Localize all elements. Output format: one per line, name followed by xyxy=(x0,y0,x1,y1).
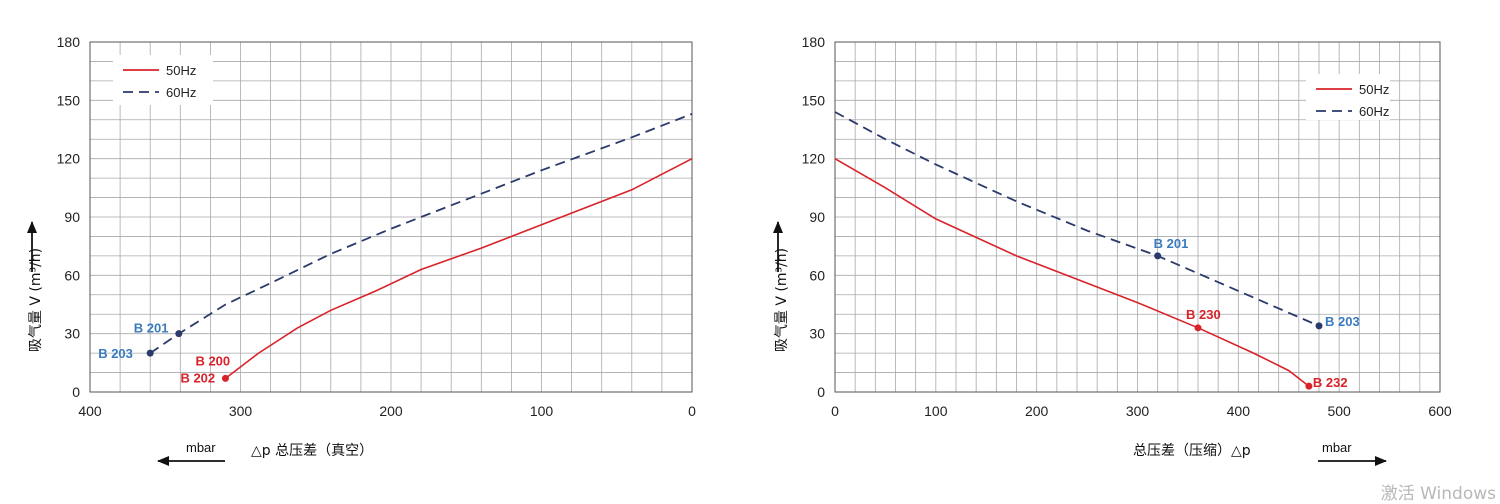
point-marker xyxy=(1305,382,1313,390)
point-label-b203: B 203 xyxy=(98,346,133,361)
legend-label-50hz: 50Hz xyxy=(1359,82,1389,97)
x-tick-label: 200 xyxy=(1025,403,1049,419)
x-axis-unit: mbar xyxy=(1322,440,1352,455)
y-tick-label: 90 xyxy=(64,209,80,225)
point-label-b201: B 201 xyxy=(1154,236,1189,251)
point-marker xyxy=(1315,322,1323,330)
plot-frame xyxy=(834,41,1441,393)
x-axis-label-text: 总压差（压缩） xyxy=(1133,443,1231,459)
grid xyxy=(89,41,693,393)
chart-1: 0 30 60 90 120 150 180 400 300 200 100 0 50Hz 60Hz B 2… xyxy=(27,34,696,466)
x-axis-label: △p 总压差（真空） xyxy=(251,443,373,459)
y-tick-label: 120 xyxy=(57,151,81,167)
y-tick-label: 30 xyxy=(809,326,825,342)
legend-box xyxy=(113,55,213,105)
series-line-60hz xyxy=(149,113,693,354)
legend-label-60hz: 60Hz xyxy=(1359,104,1389,119)
y-tick-label: 150 xyxy=(57,92,81,108)
x-tick-label: 400 xyxy=(78,403,102,419)
x-tick-label: 0 xyxy=(688,403,696,419)
series-line-50hz xyxy=(225,157,693,380)
chart-2: 0 30 60 90 120 150 180 0 100 200 300 400 500 600 50Hz 6… xyxy=(773,34,1452,466)
series-line-50hz xyxy=(834,158,1310,387)
point-marker xyxy=(1194,324,1202,332)
y-tick-label: 30 xyxy=(64,326,80,342)
point-label-b203: B 203 xyxy=(1325,314,1360,329)
x-tick-label: 600 xyxy=(1428,403,1452,419)
legend: 50Hz 60Hz xyxy=(113,55,213,105)
point-marker xyxy=(1154,252,1162,260)
point-marker xyxy=(175,330,183,338)
legend-label-60hz: 60Hz xyxy=(166,85,196,100)
y-tick-label: 60 xyxy=(809,267,825,283)
legend: 50Hz 60Hz xyxy=(1306,74,1390,120)
y-tick-label: 90 xyxy=(809,209,825,225)
y-axis-label: 吸气量 V (m³/h) xyxy=(28,248,44,352)
point-marker xyxy=(221,374,229,382)
x-axis-label-text: 总压差（真空） xyxy=(275,443,373,459)
x-tick-label: 500 xyxy=(1327,403,1351,419)
delta-p-symbol: △p xyxy=(1231,443,1251,459)
legend-box xyxy=(1306,74,1390,120)
x-tick-label: 200 xyxy=(379,403,403,419)
y-tick-label: 0 xyxy=(72,384,80,400)
x-tick-label: 300 xyxy=(1126,403,1150,419)
point-label-b201: B 201 xyxy=(134,321,169,336)
x-tick-label: 300 xyxy=(229,403,253,419)
series-line-60hz xyxy=(834,111,1320,327)
point-label-b202: B 202 xyxy=(180,370,215,385)
y-axis-label: 吸气量 V (m³/h) xyxy=(774,248,790,352)
y-tick-label: 120 xyxy=(802,151,826,167)
point-label-b200: B 200 xyxy=(195,353,230,368)
y-tick-label: 180 xyxy=(57,34,81,50)
x-tick-label: 0 xyxy=(831,403,839,419)
x-axis-label: 总压差（压缩）△p xyxy=(1133,443,1251,459)
x-tick-label: 100 xyxy=(530,403,554,419)
windows-activation-watermark: 激活 Windows xyxy=(1380,484,1496,504)
y-tick-label: 180 xyxy=(802,34,826,50)
plot-frame xyxy=(89,41,693,393)
y-tick-label: 60 xyxy=(64,267,80,283)
point-label-b232: B 232 xyxy=(1313,375,1348,390)
x-axis-unit: mbar xyxy=(186,440,216,455)
y-tick-label: 150 xyxy=(802,92,826,108)
point-marker xyxy=(146,349,154,357)
x-tick-label: 100 xyxy=(924,403,948,419)
delta-p-symbol: △p xyxy=(251,443,275,459)
legend-label-50hz: 50Hz xyxy=(166,63,196,78)
point-label-b230: B 230 xyxy=(1186,307,1221,322)
x-tick-label: 400 xyxy=(1227,403,1251,419)
y-tick-label: 0 xyxy=(817,384,825,400)
